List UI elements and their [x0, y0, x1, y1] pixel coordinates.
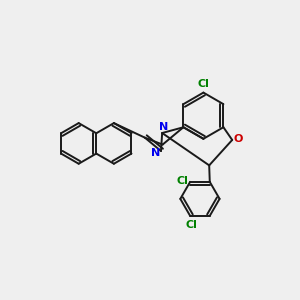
Text: N: N — [159, 122, 169, 132]
Text: O: O — [234, 134, 243, 144]
Text: Cl: Cl — [177, 176, 189, 186]
Text: Cl: Cl — [185, 220, 197, 230]
Text: N: N — [151, 148, 160, 158]
Text: Cl: Cl — [197, 79, 209, 89]
